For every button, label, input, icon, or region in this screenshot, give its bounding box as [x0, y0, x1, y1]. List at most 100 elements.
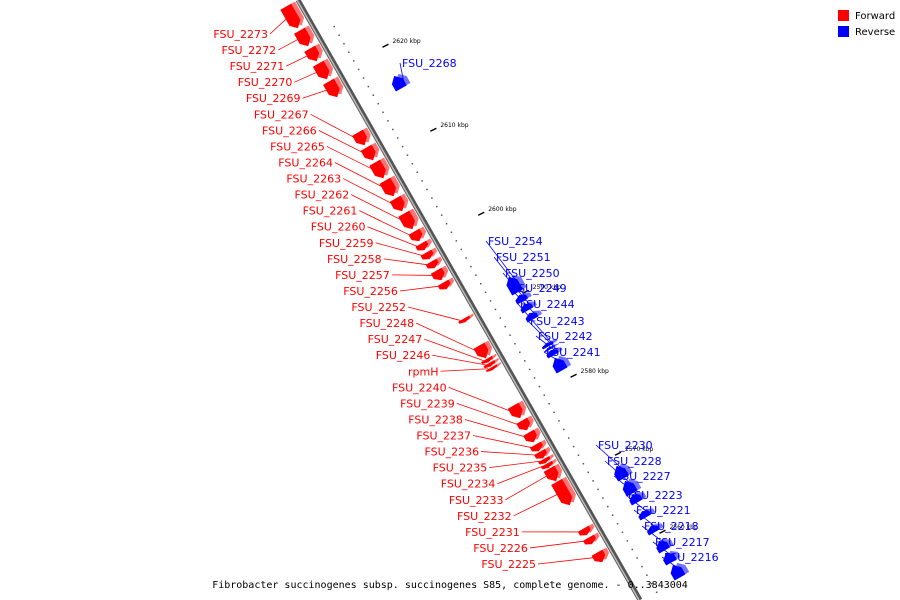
gene-arrow-fsu-2256[interactable]: [437, 277, 455, 290]
gene-label[interactable]: FSU_2227: [616, 470, 671, 483]
gene-arrow-fsu-2263[interactable]: [389, 193, 409, 212]
gene-arrow-fsu-2238[interactable]: [523, 427, 541, 443]
gene-leader-line: [464, 419, 528, 438]
gene-label[interactable]: FSU_2234: [441, 478, 496, 491]
gene-arrow-fsu-2226[interactable]: [582, 532, 600, 545]
gene-arrow-fsu-2268[interactable]: [391, 73, 411, 92]
gene-arrow-fsu-2266[interactable]: [360, 142, 380, 161]
gene-label[interactable]: FSU_2236: [424, 446, 479, 459]
gene-arrow-fsu-2240[interactable]: [507, 400, 527, 419]
gene-label[interactable]: FSU_2270: [238, 76, 293, 89]
gene-arrow-fsu-2261[interactable]: [408, 226, 427, 242]
gene-label[interactable]: FSU_2240: [392, 381, 447, 394]
gene-label[interactable]: FSU_2246: [376, 349, 431, 362]
gene-label[interactable]: FSU_2267: [254, 108, 309, 121]
gene-label[interactable]: FSU_2257: [335, 269, 390, 282]
gene-label[interactable]: FSU_2252: [351, 301, 406, 314]
gene-arrow-fsu-2241[interactable]: [552, 355, 572, 374]
gene-label[interactable]: FSU_2247: [368, 333, 423, 346]
gene-label[interactable]: FSU_2263: [286, 173, 341, 186]
gene-label[interactable]: FSU_2269: [246, 92, 301, 105]
gene-leader-line: [334, 162, 386, 189]
gene-label[interactable]: FSU_2218: [644, 520, 699, 533]
gene-arrow-fsu-2233[interactable]: [543, 463, 563, 482]
gene-label[interactable]: FSU_2268: [402, 57, 457, 70]
gene-leader-line: [399, 62, 405, 83]
gene-arrow-fsu-2247[interactable]: [481, 353, 497, 365]
minor-tick: [416, 171, 419, 174]
gene-label[interactable]: FSU_2228: [607, 455, 662, 468]
minor-tick: [475, 274, 477, 276]
minor-tick: [646, 574, 648, 576]
gene-label[interactable]: FSU_2244: [520, 298, 575, 311]
gene-arrow-fsu-2257[interactable]: [430, 265, 449, 281]
gene-arrow-fsu-2248[interactable]: [473, 340, 493, 359]
gene-arrow-fsu-2267[interactable]: [352, 127, 371, 146]
gene-arrow-fsu-2271[interactable]: [304, 43, 323, 62]
gene-label[interactable]: FSU_2232: [457, 510, 512, 523]
gene-label[interactable]: FSU_2242: [538, 330, 593, 343]
gene-label[interactable]: FSU_2230: [598, 439, 653, 452]
gene-arrow-fsu-2232[interactable]: [551, 476, 576, 506]
gene-label[interactable]: FSU_2231: [465, 526, 520, 539]
gene-label[interactable]: FSU_2223: [628, 489, 683, 502]
gene-label[interactable]: FSU_2243: [530, 315, 585, 328]
gene-arrow-fsu-2258[interactable]: [425, 256, 443, 269]
gene-arrow-fsu-2269[interactable]: [323, 76, 344, 98]
gene-arrow-fsu-2216[interactable]: [670, 562, 690, 581]
gene-label[interactable]: FSU_2249: [512, 282, 567, 295]
gene-label[interactable]: rpmH: [408, 365, 439, 378]
gene-arrow-fsu-2264[interactable]: [379, 175, 400, 197]
gene-arrow-fsu-2273[interactable]: [280, 1, 305, 29]
gene-label[interactable]: FSU_2251: [496, 251, 551, 264]
gene-arrow-fsu-2262[interactable]: [398, 208, 419, 230]
gene-label[interactable]: FSU_2258: [327, 253, 382, 266]
gene-arrow-rpmh[interactable]: [485, 362, 502, 373]
gene-label[interactable]: FSU_2238: [408, 413, 463, 426]
gene-arrow-fsu-2225[interactable]: [591, 547, 610, 563]
gene-label[interactable]: FSU_2254: [488, 235, 543, 248]
gene-arrow-fsu-2249[interactable]: [525, 310, 543, 323]
gene-label[interactable]: FSU_2260: [311, 221, 366, 234]
gene-label[interactable]: FSU_2241: [546, 346, 601, 359]
gene-label[interactable]: FSU_2239: [400, 397, 455, 410]
gene-label[interactable]: FSU_2221: [636, 504, 691, 517]
gene-arrow-fsu-2234[interactable]: [540, 458, 557, 470]
gene-arrow-fsu-2239[interactable]: [516, 415, 534, 431]
gene-arrow-fsu-2236[interactable]: [534, 446, 551, 459]
gene-arrow-fsu-2270[interactable]: [312, 58, 334, 80]
gene-arrow-fsu-2272[interactable]: [293, 25, 315, 47]
gene-arrow-fsu-2246[interactable]: [483, 357, 500, 369]
gene-label[interactable]: FSU_2262: [295, 189, 350, 202]
minor-tick: [440, 214, 443, 216]
gene-label[interactable]: FSU_2225: [481, 558, 536, 571]
gene-label[interactable]: FSU_2271: [230, 60, 285, 73]
gene-label[interactable]: FSU_2235: [433, 462, 488, 475]
gene-label[interactable]: FSU_2217: [655, 536, 710, 549]
gene-label[interactable]: FSU_2265: [270, 140, 325, 153]
gene-label[interactable]: FSU_2261: [303, 205, 358, 218]
gene-label[interactable]: FSU_2264: [278, 156, 333, 169]
gene-arrow-fsu-2265[interactable]: [369, 157, 390, 179]
minor-tick: [499, 317, 502, 319]
gene-label[interactable]: FSU_2273: [213, 28, 268, 41]
gene-arrow-fsu-2235[interactable]: [538, 453, 555, 465]
gene-label[interactable]: FSU_2237: [416, 430, 471, 443]
gene-label[interactable]: FSU_2256: [343, 285, 398, 298]
gene-label[interactable]: FSU_2266: [262, 124, 317, 137]
gene-label[interactable]: FSU_2272: [221, 44, 276, 57]
gene-label[interactable]: FSU_2250: [505, 267, 560, 280]
gene-arrow-fsu-2231[interactable]: [577, 523, 595, 536]
genome-backbone-highlight: [296, 0, 640, 600]
gene-label[interactable]: FSU_2216: [664, 551, 719, 564]
gene-arrow-body: [312, 60, 330, 80]
gene-arrow-fsu-2252[interactable]: [458, 313, 474, 324]
gene-label[interactable]: FSU_2248: [360, 317, 415, 330]
gene-arrow-fsu-2260[interactable]: [415, 238, 433, 251]
gene-label[interactable]: FSU_2259: [319, 237, 374, 250]
gene-label[interactable]: FSU_2226: [473, 542, 528, 555]
gene-arrow-fsu-2259[interactable]: [420, 247, 438, 260]
gene-arrow-fsu-2237[interactable]: [529, 439, 547, 452]
gene-label[interactable]: FSU_2233: [449, 494, 504, 507]
